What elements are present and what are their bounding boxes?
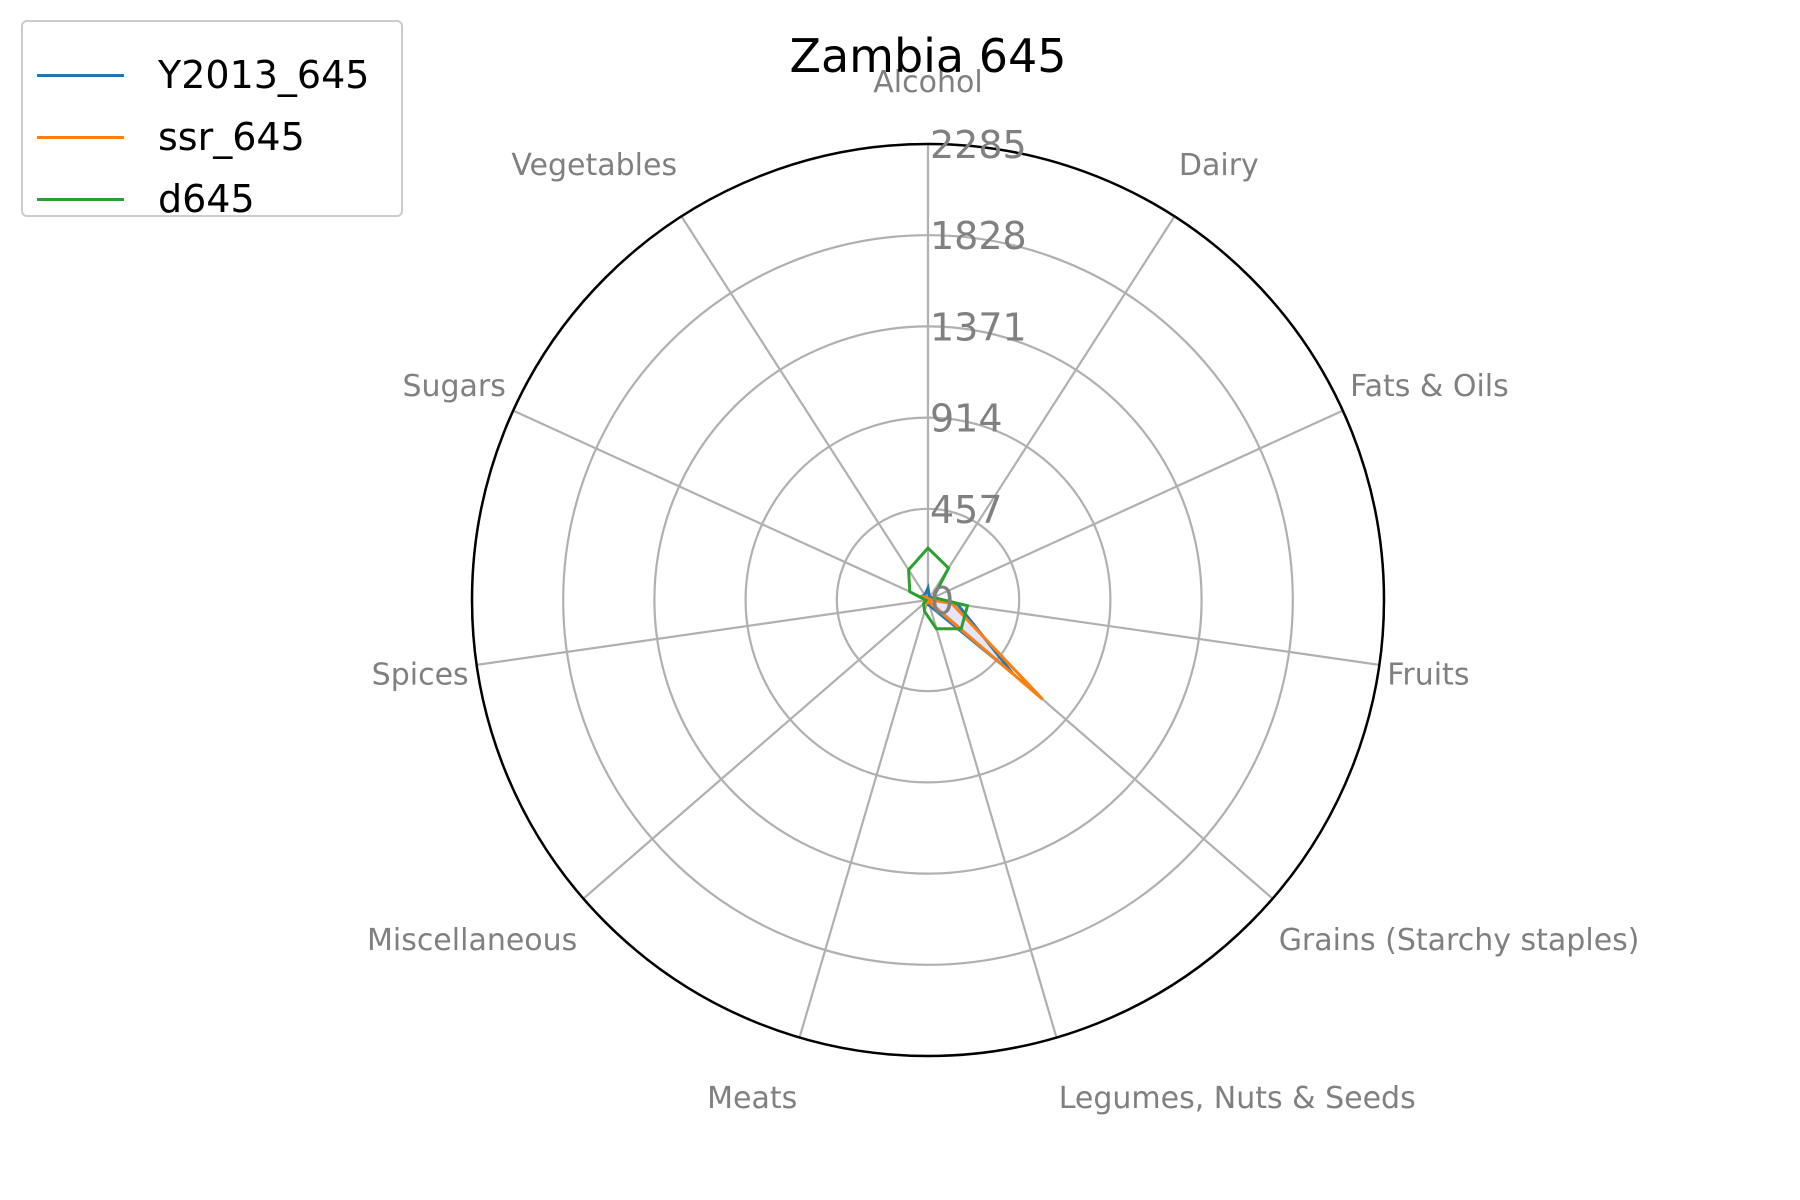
series-line-d645: [907, 545, 970, 631]
chart-title: Zambia 645: [789, 29, 1066, 83]
legend-item-y2013: Y2013_645: [37, 49, 369, 101]
category-label-legumes-nuts-seeds: Legumes, Nuts & Seeds: [1059, 1081, 1416, 1116]
spoke-meats: [798, 599, 930, 1038]
radar-labels: 0 457 914 1371 1828 2285 Alcohol Dairy Fats & Oi…: [367, 65, 1640, 1116]
radial-tick-label: 0: [930, 579, 954, 623]
legend-label-y2013: Y2013_645: [158, 53, 370, 97]
series-fill-y2013-645: [920, 588, 1013, 674]
radial-tick-label: 457: [930, 488, 1003, 532]
spoke-vegetables: [680, 215, 929, 601]
category-label-alcohol: Alcohol: [873, 65, 982, 100]
spoke-fruits: [927, 598, 1380, 666]
radial-tick-label: 2285: [930, 123, 1027, 167]
category-label-fats-oils: Fats & Oils: [1350, 369, 1509, 404]
legend-swatch-y2013: [37, 73, 124, 77]
spoke-miscellaneous: [582, 599, 929, 900]
legend-item-d645: d645: [37, 173, 255, 225]
legend-label-ssr: ssr_645: [158, 115, 305, 159]
radial-tick-label: 914: [930, 397, 1003, 441]
legend-label-d645: d645: [158, 177, 255, 221]
category-label-vegetables: Vegetables: [511, 148, 677, 183]
polar-frame: [470, 142, 1386, 1058]
spoke-dairy: [927, 215, 1176, 601]
chart-legend: Y2013_645 ssr_645 d645: [21, 20, 403, 221]
spoke-fats-oils: [927, 409, 1344, 602]
category-label-sugars: Sugars: [402, 369, 505, 404]
radial-tick-label: 1828: [930, 214, 1027, 258]
spoke-legumes-nuts-seeds: [926, 599, 1058, 1038]
spoke-spices: [476, 598, 929, 666]
radar-series: [907, 545, 1044, 701]
spoke-sugars: [512, 409, 929, 602]
category-label-miscellaneous: Miscellaneous: [367, 923, 577, 958]
radial-tick-label: 1371: [930, 305, 1027, 349]
legend-item-ssr: ssr_645: [37, 111, 305, 163]
legend-swatch-d645: [37, 197, 124, 201]
category-label-spices: Spices: [372, 658, 469, 693]
category-label-fruits: Fruits: [1387, 658, 1469, 693]
category-label-dairy: Dairy: [1179, 148, 1259, 183]
category-label-meats: Meats: [707, 1081, 797, 1116]
category-label-grains-starchy-staples: Grains (Starchy staples): [1279, 923, 1640, 958]
legend-swatch-ssr: [37, 135, 124, 139]
radar-grid: [470, 142, 1386, 1058]
